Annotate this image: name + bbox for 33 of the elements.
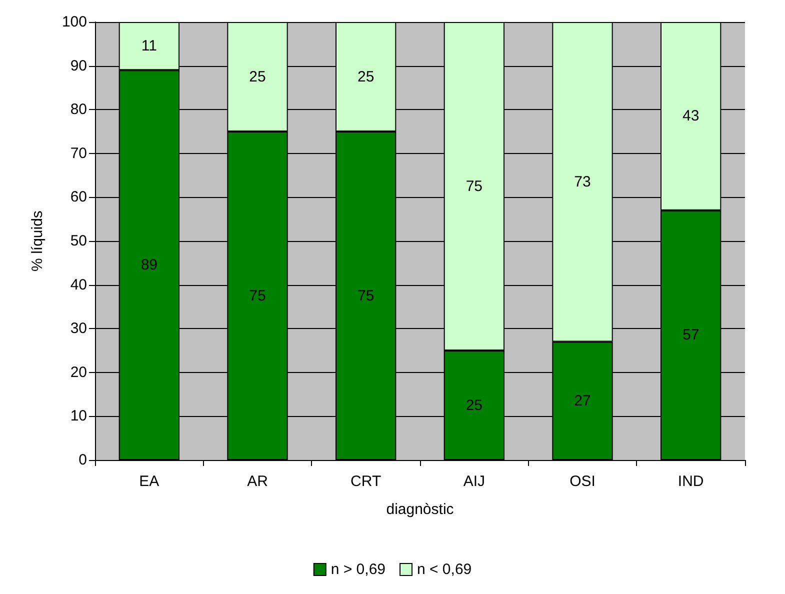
data-label: 75 <box>357 287 374 304</box>
x-tick-label: IND <box>678 473 704 490</box>
data-label: 75 <box>466 178 483 195</box>
y-tick-label: 70 <box>70 144 87 162</box>
legend-label: n < 0,69 <box>417 561 472 578</box>
y-tick-label: 100 <box>62 14 87 30</box>
data-label: 25 <box>466 396 483 414</box>
data-label: 25 <box>357 68 374 86</box>
data-label: 89 <box>140 256 158 274</box>
y-tick-label: 50 <box>70 232 87 250</box>
x-tick-label: CRT <box>350 473 382 490</box>
data-label: 25 <box>249 68 266 86</box>
y-axis-title: % líquids <box>29 210 46 272</box>
x-axis-title: diagnòstic <box>386 501 454 518</box>
y-tick-label: 60 <box>70 188 87 206</box>
y-tick-label: 80 <box>70 101 87 118</box>
y-tick-label: 20 <box>70 364 87 381</box>
y-tick-label: 10 <box>70 408 87 425</box>
legend-label: n > 0,69 <box>330 561 386 578</box>
data-label: 73 <box>574 173 591 190</box>
y-tick-label: 0 <box>78 452 87 468</box>
data-label: 57 <box>682 326 700 344</box>
y-tick-label: 90 <box>70 57 87 74</box>
data-label: 43 <box>682 108 700 125</box>
y-tick-label: 40 <box>70 276 87 294</box>
data-label: 75 <box>249 287 266 304</box>
x-tick-label: AR <box>247 473 268 490</box>
x-tick-label: EA <box>139 473 160 490</box>
data-label: 27 <box>574 392 591 410</box>
data-label: 11 <box>141 38 157 55</box>
x-tick-label: OSI <box>570 473 596 490</box>
x-tick-label: AIJ <box>463 473 486 490</box>
y-tick-label: 30 <box>70 320 87 338</box>
